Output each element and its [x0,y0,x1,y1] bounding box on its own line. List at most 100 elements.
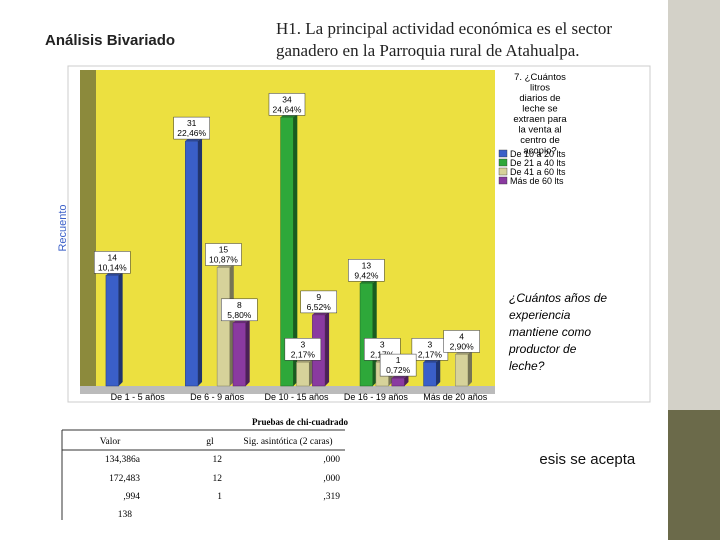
bar [296,362,310,387]
bar-side [404,374,409,386]
legend-title-line: la venta al [518,125,561,136]
table-cell: 138 [118,510,133,520]
legend-swatch [498,158,508,167]
legend-label: Más de 60 lts [510,176,564,186]
data-label-line: 9 [316,292,321,302]
hypothesis: H1. La principal actividad económica es … [276,19,613,60]
legend-title: 7. ¿Cuántos litros diarios de leche se extra… [513,72,567,157]
label-box [173,116,210,140]
data-label-line: 22,46% [177,128,206,138]
legend-label: De 41 a 60 lts [510,167,566,177]
bar [359,283,373,387]
legend-swatch [498,167,508,176]
data-label-line: 0,72% [386,365,411,375]
data-label-line: 6,52% [307,302,332,312]
table-cell: ,994 [123,492,140,502]
legend-title-line: litros [530,83,550,94]
table-cell: 12 [213,455,223,465]
table-cell: 134,386a [105,455,141,465]
table-cell: 1 [217,492,222,502]
data-label-line: 2,90% [450,341,475,351]
label-box [443,330,480,353]
bar-side [436,358,441,386]
label-box [348,259,385,282]
data-label-line: 3 [428,339,433,349]
bar-side [118,271,123,386]
table-title: Pruebas de chi-cuadrado [252,417,349,427]
legend-swatch [498,149,508,158]
bar-side [245,318,250,386]
data-label-line: 15 [219,245,229,255]
data-label-line: 3 [300,339,305,349]
table-header: Valor [100,437,121,447]
data-label-line: 3 [380,339,385,349]
data-label-line: 9,42% [354,270,379,280]
data-label-line: 2,17% [418,349,443,359]
bar [391,377,405,387]
data-label: 14 10,14% [98,252,127,272]
label-box [221,298,258,322]
x-axis-label-line: productor de [508,342,577,356]
data-label: 34 24,64% [273,94,302,114]
data-label: 31 22,46% [177,118,206,138]
label-box [205,243,242,266]
x-tick-label: De 16 - 19 años [344,392,409,402]
table-cell: 172,483 [109,474,140,484]
data-label: 1 0,72% [386,355,411,375]
data-label-line: 1 [396,355,401,365]
table-cell: ,000 [323,474,340,484]
data-label-line: 10,14% [98,262,127,272]
x-tick-label: De 6 - 9 años [190,392,245,402]
data-label-line: 31 [187,118,197,128]
label-box [284,338,322,361]
legend-label: De 21 a 40 lts [510,158,566,168]
data-label-line: 4 [459,331,464,341]
table-header: gl [206,437,214,447]
data-label: 8 5,80% [227,300,252,320]
x-axis-label-line: leche? [509,359,545,373]
legend-label: De 10 a 20 lts [510,149,566,159]
slide-title: Análisis Bivariado [45,32,176,49]
bar [185,140,199,387]
table-cell: ,319 [323,492,340,502]
x-tick-label: De 10 - 15 años [264,392,329,402]
table-header: Sig. asintótica (2 caras) [243,436,332,447]
legend-title-line: centro de [520,135,560,146]
legend-title-line: leche se [522,104,557,115]
legend-title-line: 7. ¿Cuántos [514,72,566,83]
data-label-line: 24,64% [273,104,302,114]
data-label-line: 5,80% [227,310,252,320]
data-label-line: 2,17% [291,349,316,359]
x-axis-label-line: ¿Cuántos años de [509,291,607,305]
bar [216,267,231,387]
data-label: 15 10,87% [209,245,238,265]
legend-swatch [498,176,508,185]
bar [105,275,119,387]
y-axis-label: Recuento [57,204,69,251]
table-cell: 12 [213,474,223,484]
bar [232,322,246,387]
bar-side [325,310,330,386]
data-label-line: 34 [282,94,292,104]
x-axis-label-line: experiencia [509,308,571,322]
x-tick-label: De 1 - 5 años [111,392,166,402]
decor-strip [668,410,720,540]
table-box [62,412,540,540]
label-box [268,93,306,116]
legend-title-line: extraen para [513,114,567,125]
label-box [300,290,337,314]
label-box [379,353,417,377]
data-label: 4 2,90% [450,331,475,351]
data-label-line: 8 [237,300,242,310]
data-label: 13 9,42% [354,260,379,280]
x-axis-label: ¿Cuántos años de experiencia mantiene como… [508,291,607,373]
decor-strip [668,0,720,410]
legend-title-line: diarios de [519,93,560,104]
x-tick-label: Más de 20 años [423,392,488,402]
bar-side [198,137,203,386]
bar-side [468,350,473,386]
